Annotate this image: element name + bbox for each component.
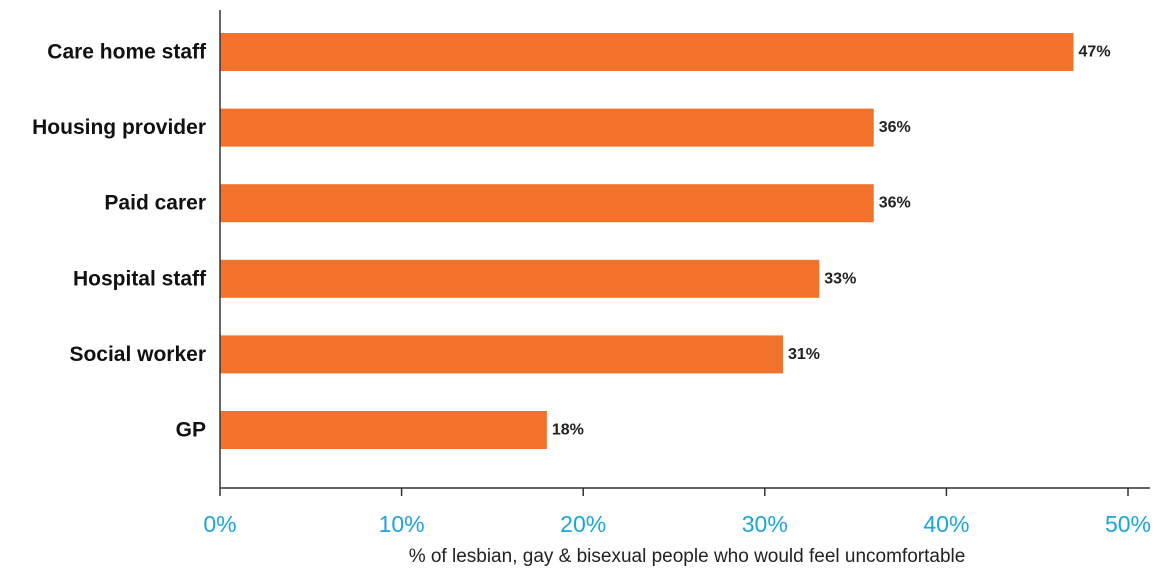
bar-housing-provider: [220, 108, 874, 147]
bar-gp: [220, 411, 547, 449]
value-label-housing-provider: 36%: [879, 119, 911, 136]
bar-social-worker: [220, 335, 783, 374]
category-label-social-worker: Social worker: [69, 343, 206, 366]
value-label-hospital-staff: 33%: [824, 270, 856, 287]
category-label-hospital-staff: Hospital staff: [73, 267, 207, 290]
category-label-housing-provider: Housing provider: [32, 116, 206, 139]
x-tick-label: 20%: [560, 511, 606, 537]
x-tick-label: 0%: [203, 511, 236, 537]
x-tick-label: 30%: [742, 511, 788, 537]
bar-hospital-staff: [220, 259, 820, 298]
category-label-care-home-staff: Care home staff: [47, 41, 207, 64]
category-label-gp: GP: [176, 419, 206, 442]
category-label-paid-carer: Paid carer: [104, 192, 206, 215]
bar-paid-carer: [220, 184, 874, 223]
value-label-gp: 18%: [552, 422, 584, 439]
x-axis-title: % of lesbian, gay & bisexual people who …: [409, 546, 966, 567]
x-tick-label: 50%: [1105, 511, 1151, 537]
x-tick-label: 40%: [923, 511, 969, 537]
x-ticks-group: 0% 10% 20% 30% 40% 50%: [203, 488, 1151, 537]
value-label-social-worker: 31%: [788, 346, 820, 363]
bars-group: [220, 33, 1074, 449]
x-tick-label: 10%: [379, 511, 425, 537]
value-label-care-home-staff: 47%: [1079, 44, 1111, 61]
value-labels-group: 47% 36% 36% 33% 31% 18%: [552, 44, 1111, 439]
value-label-paid-carer: 36%: [879, 195, 911, 212]
bar-care-home-staff: [220, 33, 1074, 71]
category-labels-group: Care home staff Housing provider Paid care…: [32, 41, 207, 442]
